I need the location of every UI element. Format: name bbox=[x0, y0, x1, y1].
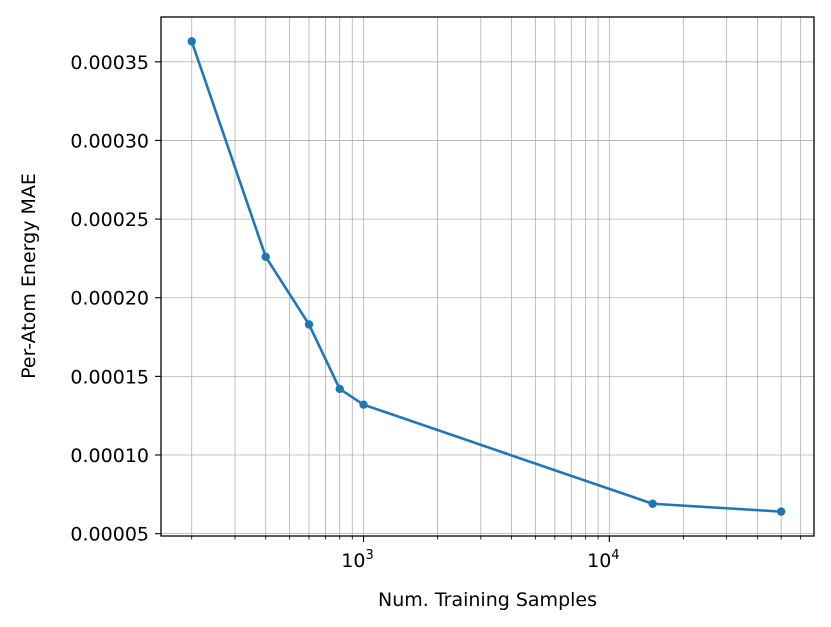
plot-frame bbox=[160, 16, 815, 537]
x-tick-label: 104 bbox=[587, 548, 619, 572]
y-tick-label: 0.00035 bbox=[70, 52, 149, 74]
data-point bbox=[335, 384, 344, 394]
data-point bbox=[187, 37, 196, 46]
y-tick-label: 0.00020 bbox=[70, 288, 149, 310]
data-point bbox=[648, 499, 657, 508]
data-point bbox=[359, 400, 368, 409]
ticks: 103 104 0.00005 0.00010 0.00015 0.00020 0.0002… bbox=[70, 52, 802, 572]
grid bbox=[161, 17, 814, 536]
y-tick-label: 0.00005 bbox=[70, 524, 149, 546]
data-point bbox=[261, 252, 270, 262]
y-tick-label: 0.00025 bbox=[70, 209, 149, 231]
data-point bbox=[304, 320, 314, 329]
x-tick-label: 103 bbox=[341, 548, 373, 572]
x-axis-label: Num. Training Samples bbox=[378, 589, 597, 611]
y-axis-label: Per-Atom Energy MAE bbox=[18, 173, 40, 379]
y-tick-label: 0.00010 bbox=[70, 445, 149, 467]
y-tick-label: 0.00030 bbox=[70, 130, 149, 152]
data-point bbox=[776, 507, 786, 516]
y-tick-label: 0.00015 bbox=[70, 366, 149, 388]
series-layer bbox=[187, 37, 786, 516]
